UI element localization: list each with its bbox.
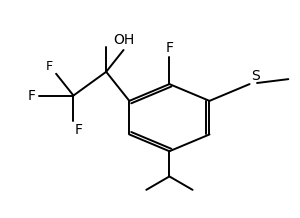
Text: F: F <box>75 123 83 137</box>
Text: OH: OH <box>113 33 134 47</box>
Text: S: S <box>251 69 260 83</box>
Text: F: F <box>165 41 173 55</box>
Text: F: F <box>28 89 36 102</box>
Text: F: F <box>46 60 53 73</box>
